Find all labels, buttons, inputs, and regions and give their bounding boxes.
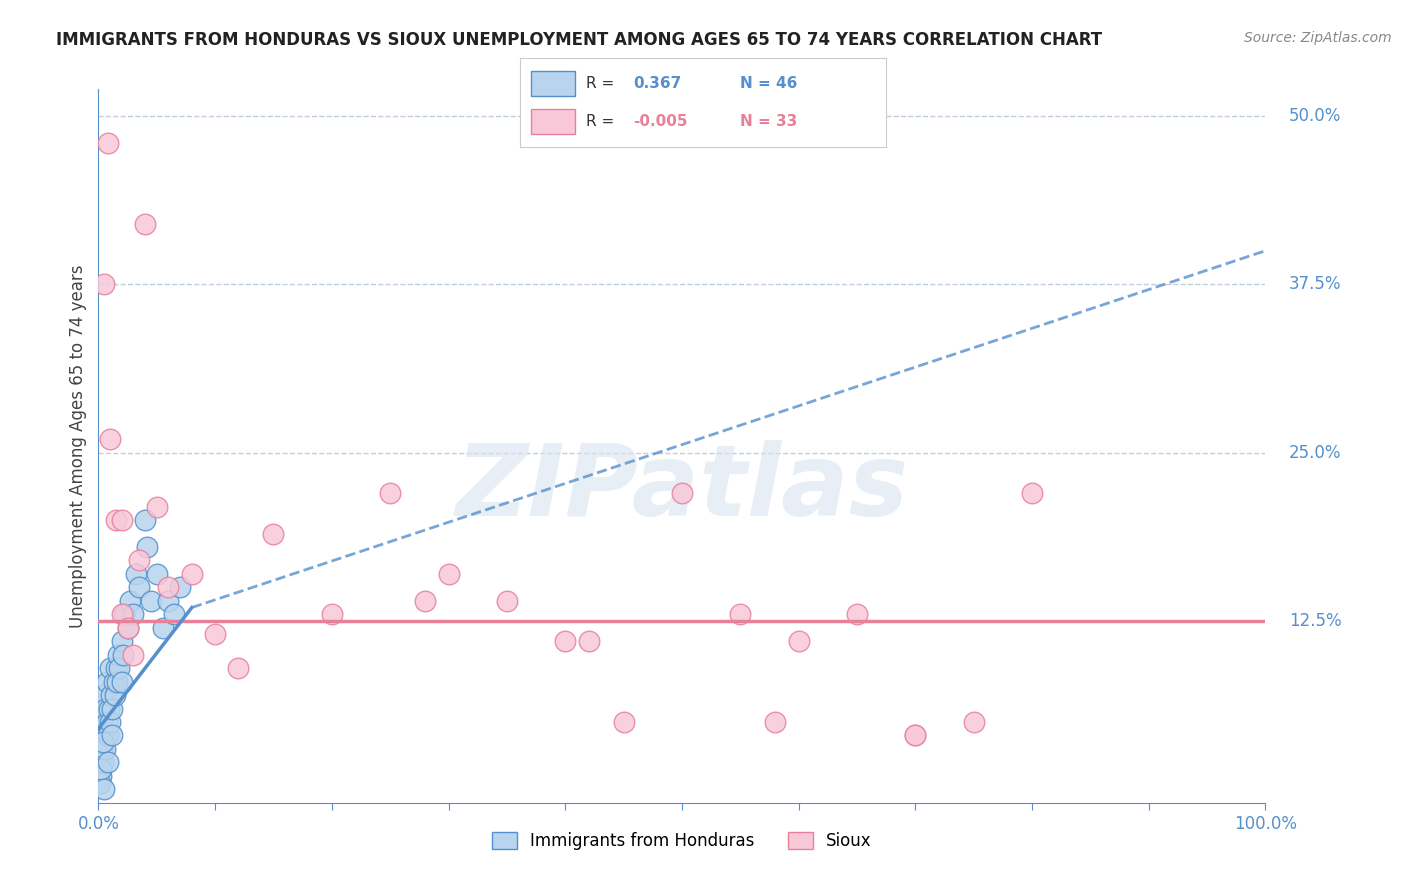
Point	[94, 742, 117, 756]
Text: -0.005: -0.005	[634, 114, 688, 129]
Point	[101, 701, 124, 715]
Point	[122, 607, 145, 622]
Point	[904, 729, 927, 743]
Legend: Immigrants from Honduras, Sioux: Immigrants from Honduras, Sioux	[484, 824, 880, 859]
Point	[112, 607, 135, 622]
Point	[98, 661, 121, 675]
Point	[101, 729, 124, 743]
Point	[1021, 486, 1043, 500]
Point	[94, 701, 117, 715]
Point	[104, 661, 127, 675]
Point	[846, 607, 869, 622]
Text: 37.5%: 37.5%	[1289, 276, 1341, 293]
Point	[163, 607, 186, 622]
Text: N = 33: N = 33	[740, 114, 797, 129]
Point	[89, 756, 111, 770]
Point	[169, 580, 191, 594]
Point	[97, 701, 120, 715]
Point	[612, 714, 634, 729]
Point	[380, 486, 402, 500]
Point	[97, 136, 120, 150]
Text: R =: R =	[586, 76, 619, 91]
Point	[90, 742, 112, 756]
Point	[104, 688, 127, 702]
Point	[111, 648, 134, 662]
Point	[125, 566, 148, 581]
Point	[117, 621, 139, 635]
Point	[763, 714, 786, 729]
Point	[321, 607, 343, 622]
Point	[204, 627, 226, 641]
Point	[97, 756, 120, 770]
Point	[262, 526, 284, 541]
Point	[554, 634, 576, 648]
Point	[496, 594, 519, 608]
Point	[134, 217, 156, 231]
Point	[89, 775, 111, 789]
Point	[93, 277, 115, 292]
Point	[118, 594, 141, 608]
Point	[111, 607, 134, 622]
Point	[96, 674, 118, 689]
Point	[136, 540, 159, 554]
Point	[152, 621, 174, 635]
Point	[228, 661, 250, 675]
Point	[108, 661, 131, 675]
Point	[91, 735, 114, 749]
Point	[962, 714, 984, 729]
Point	[146, 566, 169, 581]
Point	[157, 580, 180, 594]
Point	[107, 648, 129, 662]
Text: 0.367: 0.367	[634, 76, 682, 91]
Point	[134, 513, 156, 527]
Point	[90, 762, 112, 776]
Point	[98, 714, 121, 729]
Point	[180, 566, 202, 581]
Point	[578, 634, 600, 648]
Point	[97, 729, 120, 743]
Point	[104, 513, 127, 527]
Point	[122, 648, 145, 662]
Point	[139, 594, 162, 608]
Point	[93, 782, 115, 797]
Text: Source: ZipAtlas.com: Source: ZipAtlas.com	[1244, 31, 1392, 45]
Point	[100, 688, 122, 702]
Point	[90, 714, 112, 729]
Point	[91, 756, 114, 770]
Point	[128, 580, 150, 594]
Point	[787, 634, 810, 648]
Text: ZIPatlas: ZIPatlas	[456, 441, 908, 537]
Point	[730, 607, 752, 622]
Point	[93, 688, 115, 702]
Bar	[531, 71, 575, 96]
Point	[103, 674, 125, 689]
Point	[98, 432, 121, 446]
Point	[111, 674, 134, 689]
Text: 25.0%: 25.0%	[1289, 443, 1341, 462]
Point	[671, 486, 693, 500]
Point	[157, 594, 180, 608]
Point	[111, 634, 134, 648]
Text: 50.0%: 50.0%	[1289, 107, 1341, 125]
Point	[437, 566, 460, 581]
Text: 12.5%: 12.5%	[1289, 612, 1341, 630]
Point	[128, 553, 150, 567]
Text: R =: R =	[586, 114, 619, 129]
Y-axis label: Unemployment Among Ages 65 to 74 years: Unemployment Among Ages 65 to 74 years	[69, 264, 87, 628]
Text: N = 46: N = 46	[740, 76, 797, 91]
Point	[105, 674, 128, 689]
Point	[413, 594, 436, 608]
Point	[96, 714, 118, 729]
Text: IMMIGRANTS FROM HONDURAS VS SIOUX UNEMPLOYMENT AMONG AGES 65 TO 74 YEARS CORRELA: IMMIGRANTS FROM HONDURAS VS SIOUX UNEMPL…	[56, 31, 1102, 49]
Bar	[531, 110, 575, 134]
Point	[117, 621, 139, 635]
Point	[90, 769, 112, 783]
Point	[146, 500, 169, 514]
Point	[93, 729, 115, 743]
Point	[904, 729, 927, 743]
Point	[111, 513, 134, 527]
